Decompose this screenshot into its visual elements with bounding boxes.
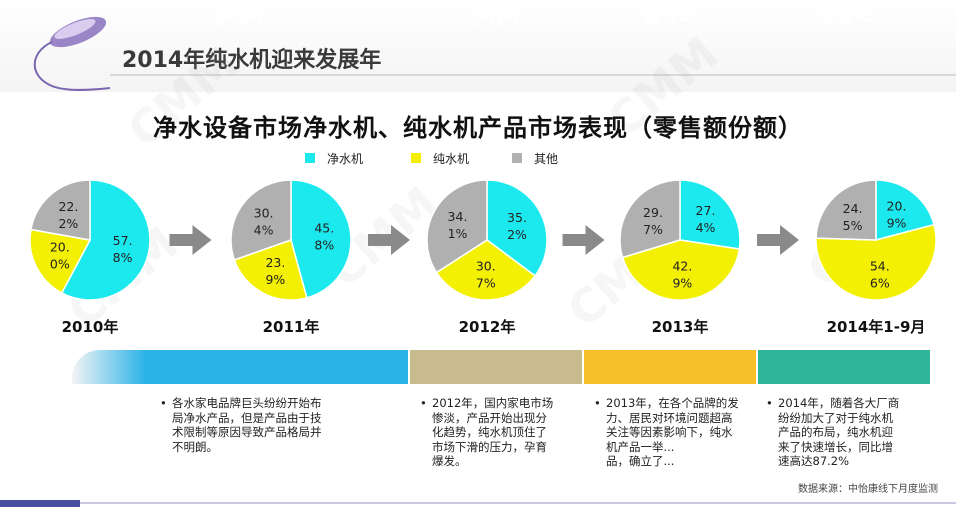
pie-slice-jingshui: [486, 179, 548, 277]
pie-data-label: 30. 7%: [476, 259, 496, 291]
pie-slice-other: [426, 179, 488, 274]
pie-slice-chunshui: [29, 228, 92, 294]
desc-line: 局净水产品，但是产品由于技: [172, 410, 322, 425]
right-arrow-icon: [169, 225, 212, 255]
pie-slice-jingshui: [875, 179, 935, 241]
pie-period-label: 2011年: [263, 318, 320, 336]
chart-title: 净水设备市场净水机、纯水机产品市场表现（零售额份额）: [153, 114, 803, 142]
desc-line: 品，确立了...: [606, 454, 675, 468]
phase-label: 确立年: [641, 6, 699, 28]
phase-band-dispute: [72, 350, 408, 384]
legend-item-jingshui: 净水机: [305, 150, 363, 166]
pie-slice-jingshui: [679, 179, 741, 250]
desc-line: 速高达87.2%: [778, 454, 850, 468]
phase-band-incubation: [410, 350, 582, 384]
pie-data-label: 30. 4%: [254, 206, 274, 238]
phase-label: 孕育年: [467, 6, 525, 28]
pie-data-label: 20. 0%: [50, 240, 70, 272]
pie-data-label: 20. 9%: [887, 198, 907, 230]
desc-line: 来了快速增长，同比增: [778, 439, 893, 454]
phase-band-establish: [584, 350, 756, 384]
pie-data-label: 23. 9%: [265, 255, 285, 287]
pie-data-label: 57. 8%: [113, 233, 133, 265]
pie-data-label: 34. 1%: [448, 209, 468, 241]
footer-bar: [0, 496, 956, 507]
legend-swatch: [512, 153, 522, 163]
header-band: [0, 0, 956, 92]
desc-line: 爆发。: [432, 454, 467, 468]
desc-line: 2013年，在各个品牌的发: [606, 396, 739, 410]
pie-slice-other: [815, 179, 877, 241]
legend-label: 纯水机: [433, 151, 470, 166]
pie-slice-jingshui: [60, 179, 151, 301]
phase-description: • 2014年，随着各大厂商 纷纷加大了对于纯水机 产品的布局，纯水机迎 来了快…: [766, 396, 900, 469]
pie-slice-chunshui: [815, 223, 937, 301]
legend-item-other: 其他: [512, 150, 558, 166]
pie-slice-chunshui: [233, 239, 308, 301]
legend-swatch: [411, 153, 421, 163]
pie-data-label: 29. 7%: [643, 205, 663, 237]
desc-line: 不明朗。: [172, 439, 218, 454]
pie-period-label: 2014年1-9月: [827, 318, 926, 336]
right-arrow-icon: [757, 225, 799, 255]
phase-band-develop: [758, 350, 930, 384]
right-arrow-icon: [368, 225, 410, 255]
desc-line: 2012年，国内家电市场: [432, 396, 554, 410]
pie-slice-other: [230, 179, 292, 261]
desc-line: 化趋势，纯水机顶住了: [432, 425, 547, 439]
phase-description: • 2013年，在各个品牌的发 力、居民对环境问题超高 关注等因素影响下，纯水 …: [594, 396, 739, 469]
pie-period-label: 2013年: [652, 318, 709, 336]
chart-legend: 净水机 纯水机 其他: [0, 150, 956, 166]
legend-label: 净水机: [327, 151, 364, 166]
right-arrow-icon: [562, 225, 605, 255]
pie-data-label: 54. 6%: [870, 258, 890, 290]
desc-line: 关注等因素影响下，纯水: [606, 425, 733, 439]
desc-line: 产品的布局，纯水机迎: [778, 425, 893, 439]
pie-data-label: 42. 9%: [672, 259, 692, 291]
bullet: •: [594, 396, 601, 410]
mouse-icon: [33, 16, 111, 91]
phase-description: • 2012年，国内家电市场 惨淡，产品开始出现分 化趋势，纯水机顶住了 市场下…: [420, 396, 554, 469]
phase-label: 争议年: [211, 6, 269, 28]
legend-swatch: [305, 153, 315, 163]
pie-slice-chunshui: [435, 239, 537, 301]
bullet: •: [420, 396, 427, 410]
legend-item-chunshui: 纯水机: [411, 150, 469, 166]
pie-period-label: 2012年: [459, 318, 516, 336]
header-divider: [110, 74, 956, 76]
pie-data-label: 27. 4%: [696, 203, 716, 235]
pie-charts: 57. 8% 20. 0% 22. 2% 2010年 45. 8% 23. 9% 30. 4% 2011年…: [29, 179, 937, 336]
legend-label: 其他: [534, 151, 559, 166]
pie-slice-other: [619, 179, 681, 259]
bullet: •: [766, 396, 773, 410]
desc-line: 术限制等原因导致产品格局并: [172, 425, 322, 439]
pie-data-label: 35. 2%: [507, 210, 527, 242]
pie-slice-other: [30, 179, 91, 241]
phase-label: 发展年: [815, 6, 873, 28]
page-title: 2014年纯水机迎来发展年: [122, 48, 382, 73]
pie-data-label: 24. 5%: [843, 201, 863, 233]
desc-line: 力、居民对环境问题超高: [606, 410, 733, 425]
data-source: 数据来源：中怡康线下月度监测: [798, 484, 938, 495]
bullet: •: [160, 396, 167, 410]
pie-data-label: 22. 2%: [58, 199, 78, 231]
desc-line: 机产品一举...: [606, 439, 675, 454]
phase-description: • 各水家电品牌巨头纷纷开始布 局净水产品，但是产品由于技 术限制等原因导致产品…: [160, 396, 322, 454]
pie-data-label: 45. 8%: [314, 221, 334, 253]
pie-slice-chunshui: [621, 239, 741, 301]
desc-line: 惨淡，产品开始出现分: [432, 410, 547, 425]
pie-slice-jingshui: [290, 179, 352, 299]
desc-line: 各水家电品牌巨头纷纷开始布: [172, 396, 322, 410]
desc-line: 2014年，随着各大厂商: [778, 396, 900, 410]
desc-line: 纷纷加大了对于纯水机: [778, 410, 893, 425]
pie-period-label: 2010年: [62, 318, 119, 336]
desc-line: 市场下滑的压力，孕育: [432, 439, 547, 454]
